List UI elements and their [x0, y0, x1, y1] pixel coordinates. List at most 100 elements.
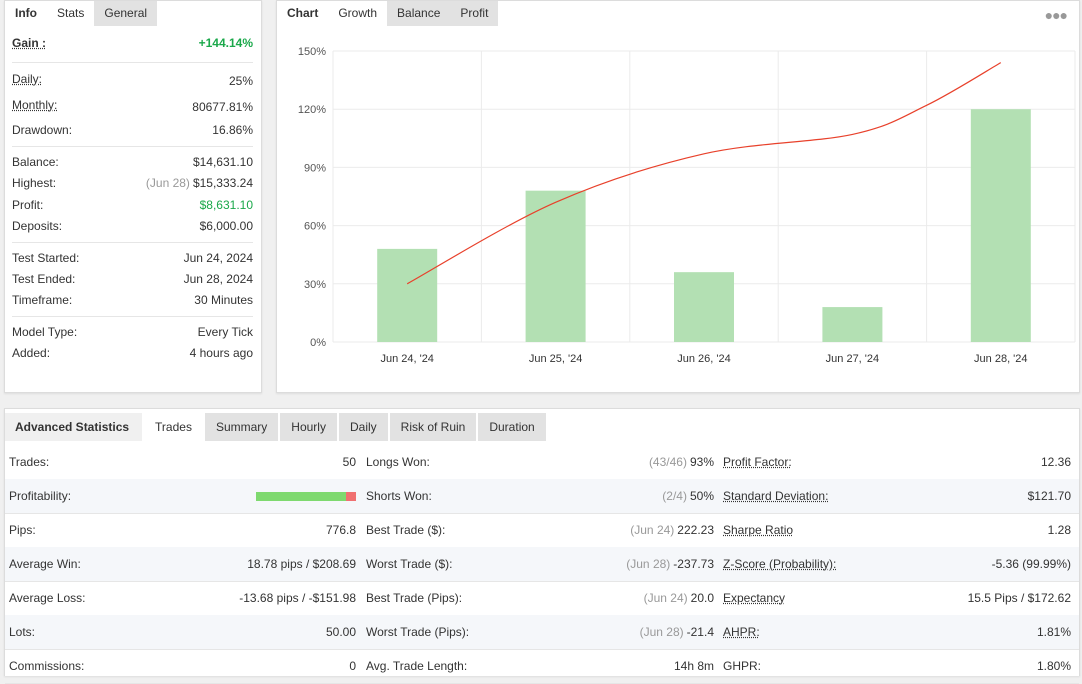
- bar: [377, 249, 437, 342]
- stat-value-group: 14h 8m: [674, 649, 714, 683]
- drawdown-value: 16.86%: [212, 120, 253, 140]
- profit-row: Profit: $8,631.10: [12, 195, 253, 215]
- stat-label: Average Win:: [9, 547, 81, 581]
- highest-value: $15,333.24: [193, 176, 253, 190]
- tab-daily[interactable]: Daily: [339, 413, 388, 441]
- test-ended-value: Jun 28, 2024: [184, 269, 253, 289]
- stats-row: Commissions: 0 Avg. Trade Length: 14h 8m GHP…: [5, 649, 1079, 684]
- balance-value: $14,631.10: [193, 152, 253, 172]
- profit-value: $8,631.10: [200, 195, 253, 215]
- tab-risk-of-ruin[interactable]: Risk of Ruin: [390, 413, 477, 441]
- stat-value: 1.80%: [1037, 649, 1071, 683]
- stat-value-group: (43/46) 93%: [649, 445, 714, 479]
- stats-row: Lots: 50.00 Worst Trade (Pips): (Jun 28) -21…: [5, 615, 1079, 650]
- added-label: Added:: [12, 343, 50, 363]
- profitability-win-bar: [256, 492, 356, 501]
- deposits-label: Deposits:: [12, 216, 62, 236]
- growth-line: [407, 63, 1001, 284]
- stat-label: Best Trade ($):: [366, 513, 445, 547]
- stat-label[interactable]: Z-Score (Probability):: [723, 547, 836, 581]
- bar: [674, 272, 734, 342]
- tab-hourly[interactable]: Hourly: [280, 413, 337, 441]
- stat-value: 222.23: [677, 523, 714, 537]
- y-tick-label: 150%: [298, 46, 326, 58]
- stat-label: Avg. Trade Length:: [366, 649, 467, 683]
- highest-date: (Jun 28): [146, 176, 190, 190]
- gain-row: Gain : +144.14%: [12, 33, 253, 53]
- highest-value-group: (Jun 28) $15,333.24: [146, 173, 253, 193]
- added-value: 4 hours ago: [190, 343, 253, 363]
- advanced-statistics-panel: Advanced Statistics Trades Summary Hourl…: [4, 408, 1080, 676]
- stat-label: Pips:: [9, 513, 36, 547]
- stat-label[interactable]: Profit Factor:: [723, 445, 792, 479]
- balance-row: Balance: $14,631.10: [12, 152, 253, 172]
- stat-label[interactable]: Standard Deviation:: [723, 479, 828, 513]
- test-ended-row: Test Ended: Jun 28, 2024: [12, 269, 253, 289]
- highest-label: Highest:: [12, 173, 56, 193]
- x-tick-label: Jun 28, '24: [974, 353, 1027, 365]
- daily-label[interactable]: Daily:: [12, 69, 42, 89]
- stat-value: 18.78 pips / $208.69: [247, 547, 356, 581]
- test-ended-label: Test Ended:: [12, 269, 75, 289]
- timeframe-value: 30 Minutes: [194, 290, 253, 310]
- stat-value: -13.68 pips / -$151.98: [239, 581, 356, 615]
- monthly-value: 80677.81%: [192, 97, 253, 117]
- deposits-row: Deposits: $6,000.00: [12, 216, 253, 236]
- test-started-row: Test Started: Jun 24, 2024: [12, 248, 253, 268]
- y-tick-label: 60%: [304, 221, 326, 233]
- stat-value: 15.5 Pips / $172.62: [968, 581, 1071, 615]
- stat-value-group: (Jun 24) 20.0: [644, 581, 714, 615]
- tab-info[interactable]: Info: [5, 1, 47, 26]
- stat-value: 776.8: [326, 513, 356, 547]
- stats-row: Profitability: Shorts Won: (2/4) 50% Standar…: [5, 479, 1079, 514]
- stat-value: -237.73: [673, 557, 714, 571]
- stat-sub-value: (Jun 24): [644, 591, 688, 605]
- stat-value: 1.28: [1048, 513, 1071, 547]
- x-tick-label: Jun 24, '24: [380, 353, 433, 365]
- stat-label[interactable]: AHPR:: [723, 615, 760, 649]
- monthly-label[interactable]: Monthly:: [12, 95, 57, 115]
- x-tick-label: Jun 26, '24: [677, 353, 730, 365]
- model-type-label: Model Type:: [12, 322, 77, 342]
- stat-label: Shorts Won:: [366, 479, 432, 513]
- y-tick-label: 120%: [298, 104, 326, 116]
- gain-label[interactable]: Gain :: [12, 33, 46, 53]
- monthly-row: Monthly: 80677.81%: [12, 95, 253, 115]
- stat-sub-value: (Jun 28): [640, 625, 684, 639]
- profitability-loss-bar: [346, 492, 356, 501]
- tab-stats[interactable]: Stats: [47, 1, 94, 26]
- stat-label: Longs Won:: [366, 445, 430, 479]
- stat-value: 1.81%: [1037, 615, 1071, 649]
- stat-sub-value: (Jun 28): [626, 557, 670, 571]
- stat-label: GHPR:: [723, 649, 761, 683]
- timeframe-row: Timeframe: 30 Minutes: [12, 290, 253, 310]
- tab-duration[interactable]: Duration: [478, 413, 545, 441]
- tab-advanced-statistics: Advanced Statistics: [5, 413, 142, 441]
- stats-row: Pips: 776.8 Best Trade ($): (Jun 24) 222.23 S…: [5, 513, 1079, 548]
- stat-value-group: (Jun 28) -21.4: [640, 615, 714, 649]
- divider: [12, 316, 253, 317]
- stats-row: Average Win: 18.78 pips / $208.69 Worst Tr…: [5, 547, 1079, 582]
- stat-value: 20.0: [691, 591, 714, 605]
- stat-sub-value: (Jun 24): [630, 523, 674, 537]
- test-started-label: Test Started:: [12, 248, 79, 268]
- chart-panel: Chart Growth Balance Profit ●●● 150% 120%…: [276, 0, 1080, 393]
- stat-label[interactable]: Sharpe Ratio: [723, 513, 793, 547]
- y-tick-label: 30%: [304, 279, 326, 291]
- tab-trades[interactable]: Trades: [144, 413, 203, 441]
- drawdown-row: Drawdown: 16.86%: [12, 120, 253, 140]
- stat-label[interactable]: Expectancy: [723, 581, 785, 615]
- stat-value: -5.36 (99.99%): [992, 547, 1071, 581]
- highest-row: Highest: (Jun 28) $15,333.24: [12, 173, 253, 193]
- y-tick-label: 0%: [310, 337, 326, 349]
- profitability-bar: [256, 479, 356, 513]
- stat-label: Lots:: [9, 615, 35, 649]
- divider: [12, 146, 253, 147]
- stat-value: 93%: [690, 455, 714, 469]
- gain-value: +144.14%: [199, 33, 253, 53]
- stat-label: Worst Trade (Pips):: [366, 615, 469, 649]
- tab-summary[interactable]: Summary: [205, 413, 278, 441]
- x-tick-label: Jun 25, '24: [529, 353, 582, 365]
- stat-label: Trades:: [9, 445, 49, 479]
- tab-general[interactable]: General: [94, 1, 157, 26]
